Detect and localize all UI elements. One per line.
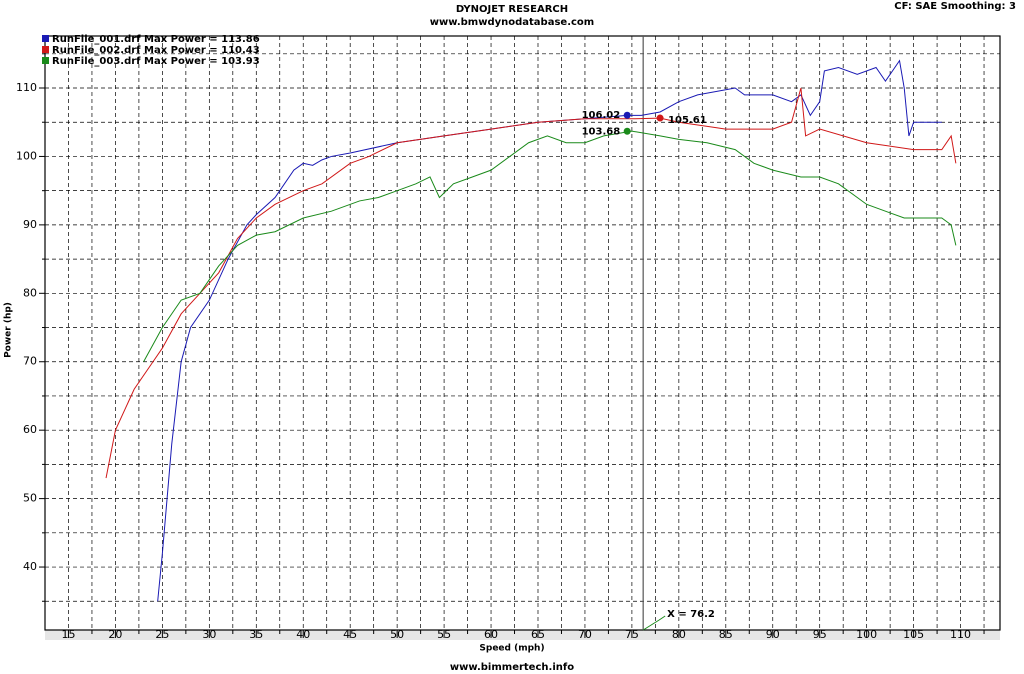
x-tick-label: 105 — [903, 628, 924, 641]
y-tick-label: 100 — [16, 149, 37, 162]
y-tick-label: 90 — [23, 218, 37, 231]
y-tick-label: 60 — [23, 423, 37, 436]
y-tick-label: 80 — [23, 286, 37, 299]
marker-label: 106.02 — [582, 110, 621, 121]
plot-area — [45, 36, 1000, 630]
x-tick-label: 80 — [672, 628, 686, 641]
legend-swatch — [42, 35, 49, 42]
x-tick-label: 70 — [578, 628, 592, 641]
x-tick-label: 100 — [856, 628, 877, 641]
chart-title: DYNOJET RESEARCH — [456, 4, 568, 15]
y-tick-label: 50 — [23, 492, 37, 505]
x-tick-label: 85 — [719, 628, 733, 641]
corner-note: CF: SAE Smoothing: 3 — [894, 1, 1016, 12]
x-tick-label: 45 — [343, 628, 357, 641]
x-tick-label: 65 — [531, 628, 545, 641]
x-tick-label: 25 — [155, 628, 169, 641]
series-line — [105, 87, 957, 479]
cursor-label: X = 76.2 — [667, 609, 715, 620]
series-line — [157, 59, 942, 602]
legend-label: RunFile_003.drf Max Power = 103.93 — [52, 56, 260, 67]
x-tick-label: 60 — [484, 628, 498, 641]
x-tick-label: 90 — [766, 628, 780, 641]
x-tick-label: 30 — [202, 628, 216, 641]
footer: www.bimmertech.info — [450, 662, 574, 673]
marker — [623, 111, 631, 119]
x-tick-label: 95 — [813, 628, 827, 641]
y-axis-label: Power (hp) — [4, 302, 14, 358]
x-tick-label: 40 — [296, 628, 310, 641]
x-axis-band — [45, 630, 1000, 640]
x-axis-label: Speed (mph) — [479, 644, 544, 654]
plot-border — [44, 35, 1001, 631]
x-tick-label: 35 — [249, 628, 263, 641]
series-line — [143, 130, 957, 362]
legend-swatch — [42, 46, 49, 53]
y-tick-label: 40 — [23, 560, 37, 573]
legend-label: RunFile_001.drf Max Power = 113.86 — [52, 34, 260, 45]
marker — [623, 127, 631, 135]
marker-label: 105.61 — [668, 115, 707, 126]
y-tick-label: 70 — [23, 355, 37, 368]
marker-label: 103.68 — [582, 126, 621, 137]
legend-swatch — [42, 57, 49, 64]
x-tick-label: 15 — [61, 628, 75, 641]
chart-subtitle: www.bmwdynodatabase.com — [430, 17, 594, 28]
x-tick-label: 110 — [950, 628, 971, 641]
x-tick-label: 50 — [390, 628, 404, 641]
x-tick-label: 75 — [625, 628, 639, 641]
cursor-pointer — [642, 615, 666, 631]
legend-label: RunFile_002.drf Max Power = 110.43 — [52, 45, 260, 56]
marker — [656, 114, 664, 122]
y-tick-label: 110 — [16, 81, 37, 94]
x-tick-label: 55 — [437, 628, 451, 641]
x-tick-label: 20 — [108, 628, 122, 641]
